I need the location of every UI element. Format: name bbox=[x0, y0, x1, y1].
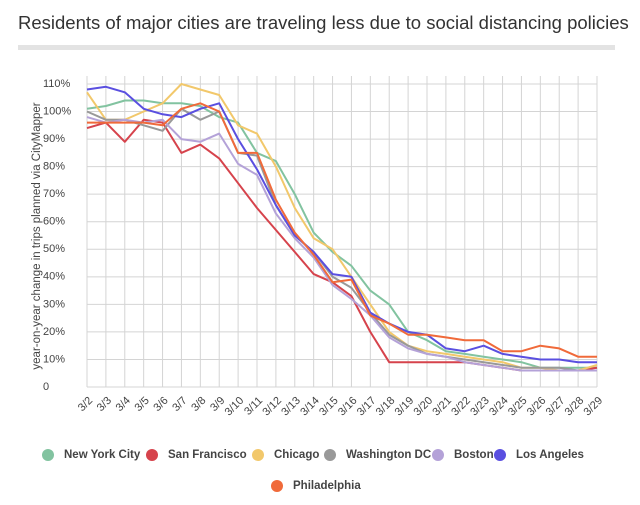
series-line bbox=[86, 99, 597, 369]
x-tick-label: 3/11 bbox=[242, 395, 265, 418]
legend-marker bbox=[271, 480, 283, 492]
y-tick-label: 50% bbox=[43, 243, 65, 255]
x-tick-label: 3/6 bbox=[151, 395, 170, 414]
x-tick-label: 3/3 bbox=[95, 395, 114, 414]
legend-marker bbox=[252, 449, 264, 461]
y-tick-label: 20% bbox=[43, 326, 65, 338]
x-tick-label: 3/21 bbox=[430, 395, 454, 419]
y-tick-label: 90% bbox=[43, 133, 65, 145]
legend-marker bbox=[494, 449, 506, 461]
legend-marker bbox=[42, 449, 54, 461]
legend-marker bbox=[324, 449, 336, 461]
legend-label: Philadelphia bbox=[293, 480, 361, 492]
x-tick-label: 3/18 bbox=[374, 395, 398, 419]
y-tick-label: 70% bbox=[43, 188, 65, 200]
series-line bbox=[86, 118, 598, 372]
x-tick-label: 3/15 bbox=[317, 395, 341, 419]
legend-marker bbox=[432, 449, 444, 461]
x-tick-label: 3/8 bbox=[189, 395, 208, 414]
x-tick-label: 3/5 bbox=[133, 395, 152, 414]
legend-label: San Francisco bbox=[168, 449, 247, 461]
legend-label: Chicago bbox=[274, 449, 319, 461]
x-tick-label: 3/4 bbox=[114, 395, 133, 414]
x-tick-label: 3/19 bbox=[393, 395, 417, 419]
x-tick-label: 3/7 bbox=[170, 395, 189, 414]
x-tick-label: 3/17 bbox=[355, 395, 379, 419]
x-tick-label: 3/24 bbox=[487, 395, 511, 419]
y-tick-label: 10% bbox=[43, 353, 65, 365]
x-tick-label: 3/26 bbox=[525, 395, 549, 419]
legend-label: Los Angeles bbox=[516, 449, 584, 461]
legend-label: Washington DC bbox=[346, 449, 431, 461]
series-line bbox=[86, 107, 597, 372]
series-line bbox=[87, 102, 597, 358]
y-tick-label: 80% bbox=[43, 161, 65, 173]
x-tick-label: 3/29 bbox=[582, 395, 606, 419]
y-tick-label: 40% bbox=[43, 271, 65, 283]
legend-marker bbox=[146, 449, 158, 461]
x-tick-label: 3/12 bbox=[260, 395, 284, 419]
legend-label: Boston bbox=[454, 449, 494, 461]
x-tick-label: 3/16 bbox=[336, 395, 360, 419]
series-line bbox=[86, 116, 597, 372]
x-tick-label: 3/23 bbox=[468, 395, 492, 419]
chart-title: Residents of major cities are traveling … bbox=[18, 12, 629, 33]
legend-label: New York City bbox=[64, 449, 141, 461]
x-tick-label: 3/25 bbox=[506, 395, 530, 419]
x-tick-label: 3/2 bbox=[76, 395, 95, 414]
title-rule bbox=[18, 45, 615, 50]
series-line bbox=[86, 85, 597, 364]
series-line bbox=[86, 83, 598, 372]
x-tick-label: 3/14 bbox=[298, 395, 322, 419]
x-tick-label: 3/22 bbox=[449, 395, 473, 419]
x-tick-label: 3/10 bbox=[223, 395, 247, 419]
x-tick-label: 3/20 bbox=[412, 395, 436, 419]
y-axis-label: year-on-year change in trips planned via… bbox=[31, 102, 43, 369]
x-tick-label: 3/27 bbox=[544, 395, 568, 419]
y-tick-label: 60% bbox=[43, 216, 65, 228]
y-tick-label: 100% bbox=[43, 105, 71, 117]
x-tick-label: 3/28 bbox=[563, 395, 587, 419]
x-tick-label: 3/13 bbox=[279, 395, 303, 419]
y-tick-label: 110% bbox=[43, 78, 71, 90]
y-tick-label: 0 bbox=[43, 381, 49, 393]
y-tick-label: 30% bbox=[43, 298, 65, 310]
